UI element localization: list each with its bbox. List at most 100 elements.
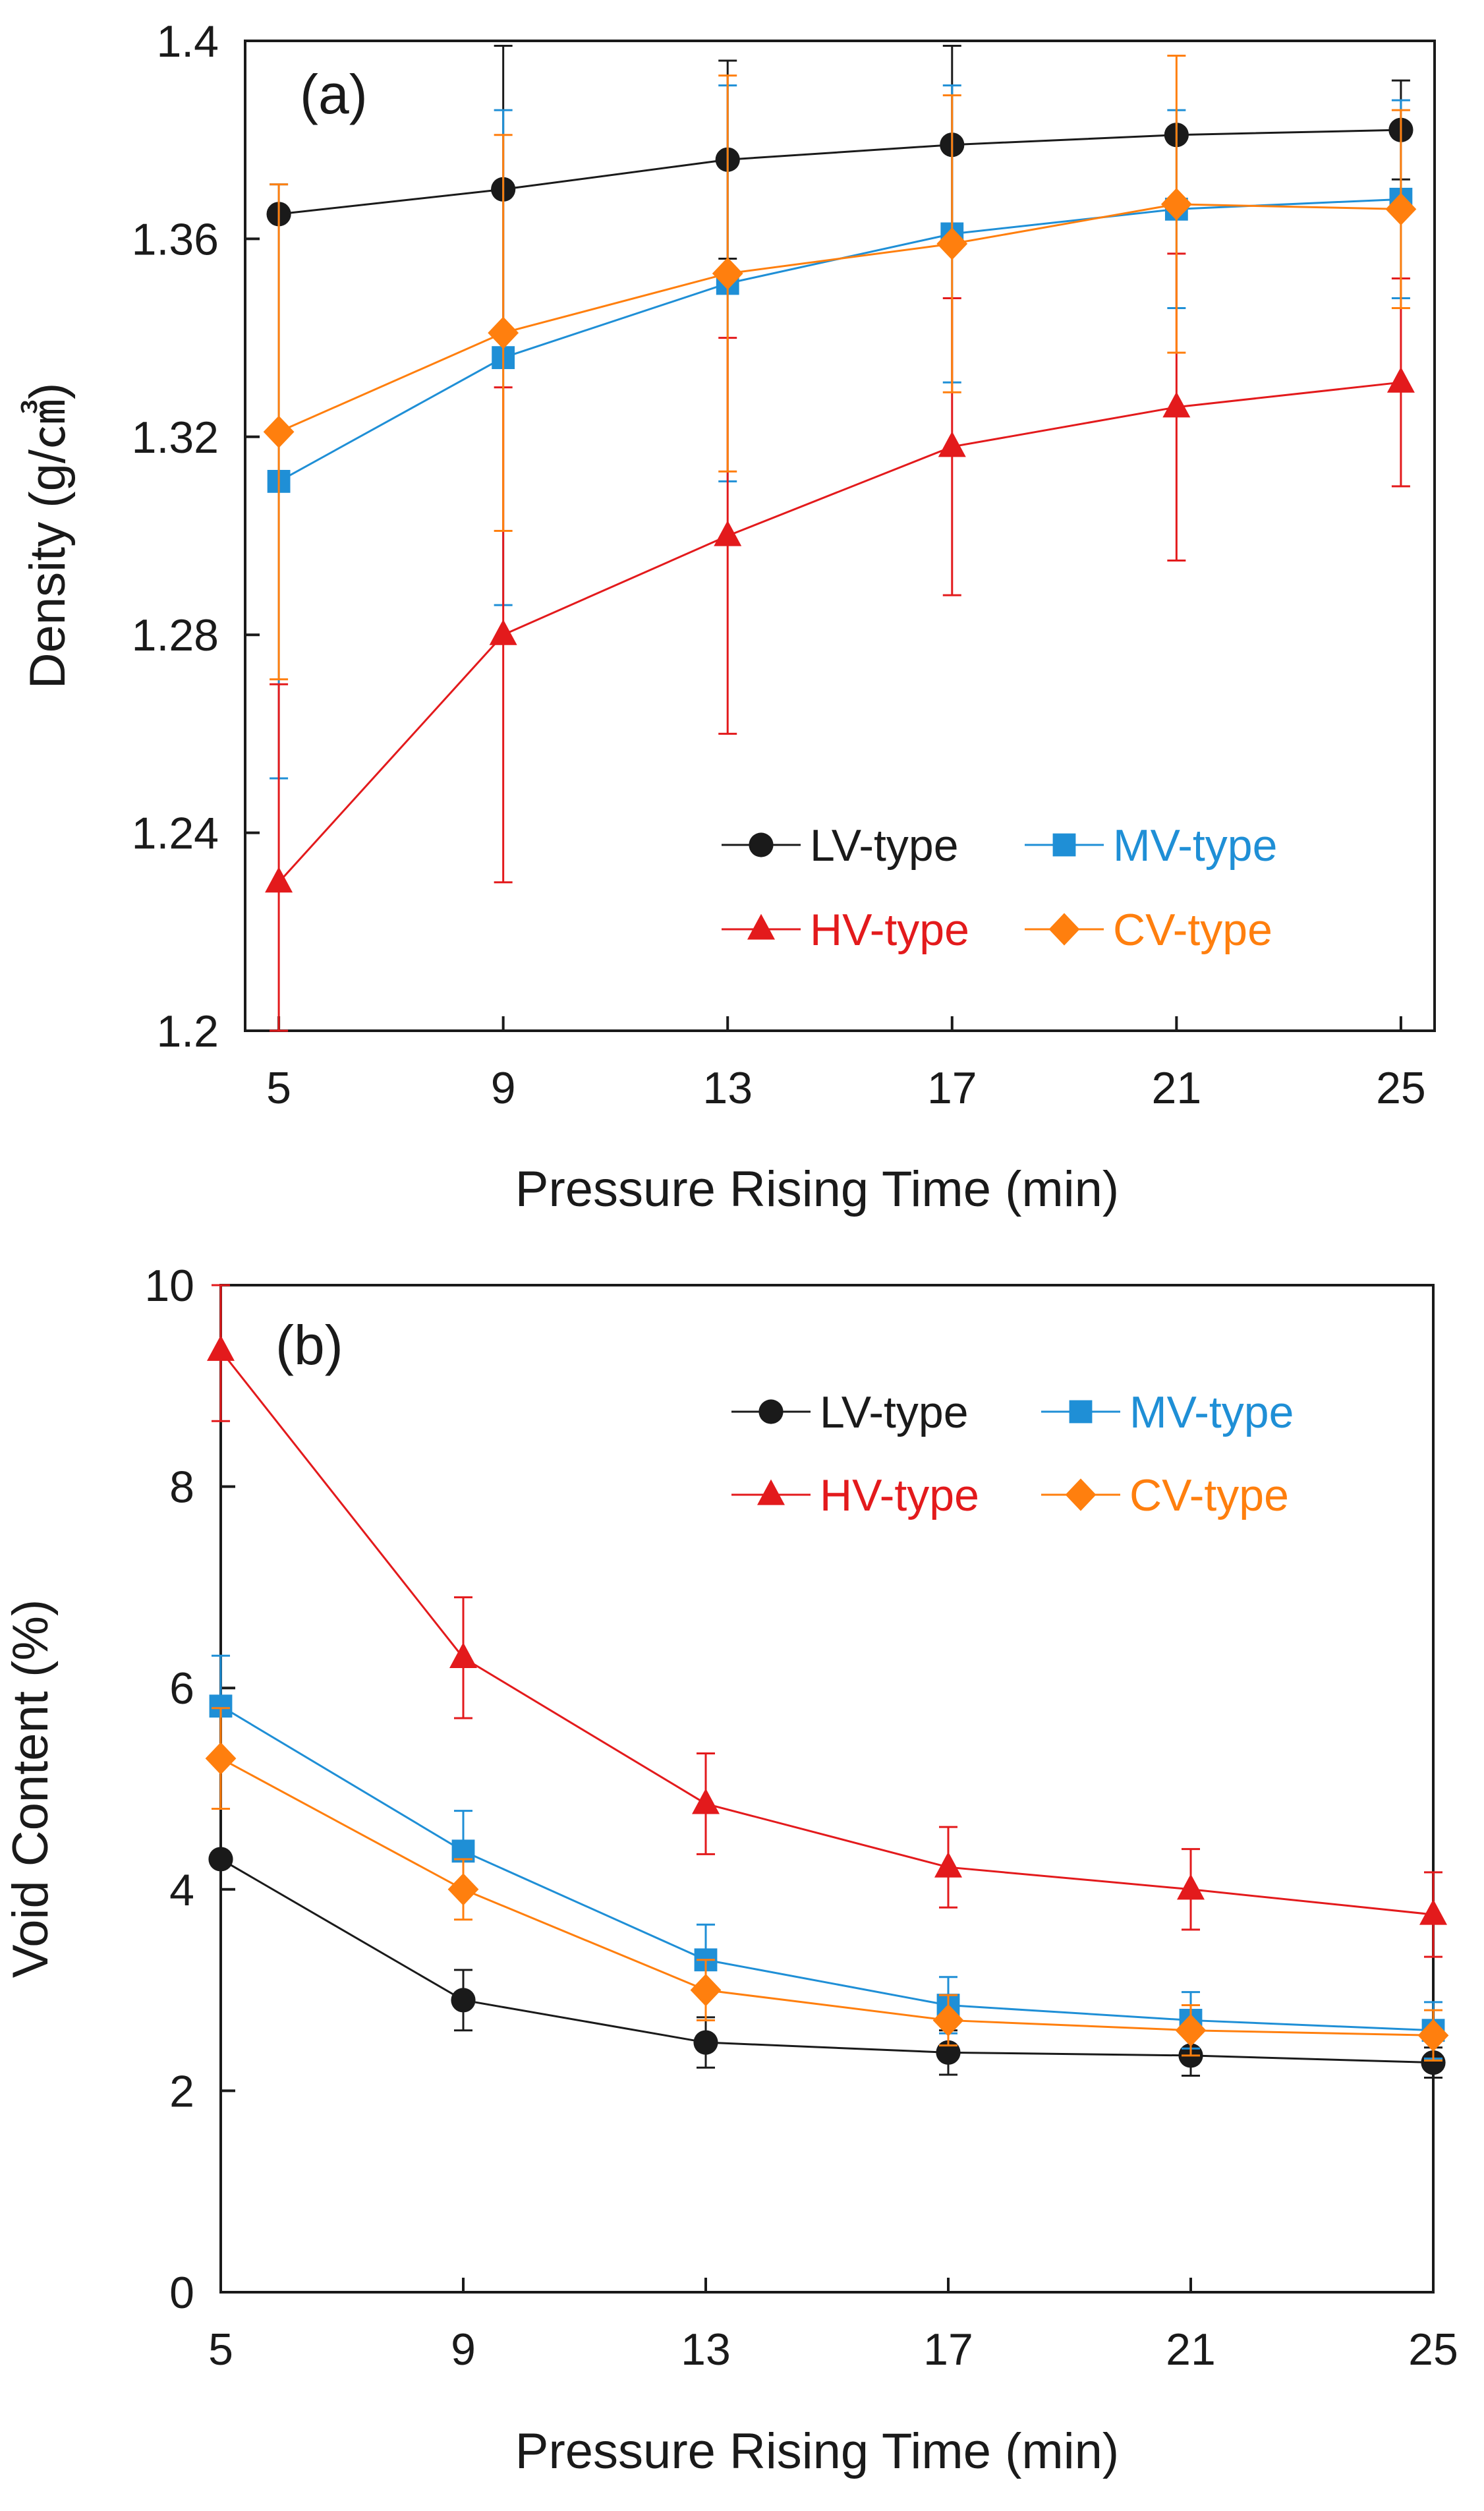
legend-label: MV-type — [1113, 821, 1277, 871]
x-tick-label: 25 — [1408, 2324, 1458, 2375]
y-tick-label: 0 — [169, 2268, 194, 2318]
series-cv-type — [205, 1707, 1449, 2062]
x-tick-label: 5 — [266, 1063, 291, 1113]
data-point — [451, 1988, 476, 2013]
data-point — [692, 1788, 720, 1814]
legend-marker — [757, 1479, 785, 1505]
legend-label: LV-type — [820, 1387, 969, 1437]
data-point — [934, 1851, 962, 1878]
x-axis-title: Pressure Rising Time (min) — [515, 2423, 1119, 2479]
data-point — [714, 520, 742, 546]
data-point — [1386, 366, 1415, 393]
data-point — [690, 1974, 722, 2007]
axis-tick-labels: 5 9 13 17 21 25 0 2 4 6 8 10 — [144, 1261, 1458, 2375]
legend-label: CV-type — [1129, 1470, 1289, 1520]
legend: LV-type MV-type HV-type CV-type — [731, 1387, 1294, 1520]
x-tick-label: 21 — [1166, 2324, 1216, 2375]
y-tick-label: 1.4 — [156, 16, 219, 67]
data-point — [488, 316, 519, 349]
legend-label: LV-type — [810, 821, 959, 871]
series-line — [278, 203, 1401, 433]
legend-marker — [749, 832, 774, 857]
data-point — [1385, 192, 1417, 225]
x-tick-label: 13 — [702, 1063, 753, 1113]
x-axis-title: Pressure Rising Time (min) — [515, 1161, 1119, 1217]
legend-item-mv-type: MV-type — [1041, 1387, 1294, 1437]
data-point — [1419, 1899, 1447, 1925]
series-line — [220, 1705, 1434, 2032]
series-mv-type — [267, 84, 1413, 780]
data-series — [205, 1284, 1449, 2079]
legend-item-lv-type: LV-type — [731, 1387, 969, 1437]
data-point — [208, 1847, 233, 1872]
x-tick-label: 25 — [1376, 1063, 1426, 1113]
x-tick-label: 5 — [208, 2324, 233, 2375]
data-point — [207, 1335, 235, 1361]
data-point — [1417, 2019, 1449, 2052]
legend: LV-type MV-type HV-type CV-type — [722, 821, 1277, 955]
series-line — [278, 129, 1401, 216]
x-tick-label: 17 — [927, 1063, 977, 1113]
legend-label: HV-type — [810, 905, 969, 955]
data-point — [449, 1642, 477, 1668]
x-tick-label: 17 — [923, 2324, 973, 2375]
legend-item-hv-type: HV-type — [731, 1470, 979, 1520]
legend-item-lv-type: LV-type — [722, 821, 959, 871]
legend-marker — [758, 1399, 784, 1424]
data-point — [263, 415, 295, 448]
y-axis-title: Void Content (%) — [3, 1600, 59, 1978]
y-axis-title: Density (g/㎤) — [20, 383, 76, 689]
y-tick-label: 4 — [169, 1865, 194, 1915]
legend-item-mv-type: MV-type — [1025, 821, 1277, 871]
data-point — [1175, 2014, 1207, 2047]
y-tick-label: 1.36 — [132, 214, 219, 264]
y-tick-label: 6 — [169, 1663, 194, 1714]
legend-marker — [1065, 1478, 1097, 1511]
data-point — [1421, 2050, 1446, 2075]
data-point — [693, 2030, 718, 2055]
data-series — [263, 45, 1417, 1032]
legend-marker — [1069, 1400, 1093, 1424]
legend-marker — [747, 913, 775, 940]
data-point — [205, 1742, 237, 1775]
density-chart: (a) Pressure Rising Time (min) Density (… — [20, 16, 1436, 1217]
x-tick-label: 9 — [451, 2324, 476, 2375]
legend-label: MV-type — [1129, 1387, 1294, 1437]
series-line — [277, 381, 1402, 883]
series-lv-type — [266, 45, 1413, 334]
legend-label: HV-type — [820, 1470, 979, 1520]
data-point — [1160, 188, 1192, 221]
legend-item-cv-type: CV-type — [1041, 1470, 1289, 1520]
x-tick-label: 21 — [1152, 1063, 1202, 1113]
axis-tick-labels: 5 9 13 17 21 25 1.2 1.24 1.28 1.32 1.36 1.4 — [132, 16, 1426, 1113]
data-point — [932, 2004, 964, 2037]
data-point — [936, 227, 968, 260]
series-line — [219, 1350, 1434, 1916]
legend-item-hv-type: HV-type — [722, 905, 969, 955]
data-point — [938, 431, 966, 457]
data-point — [712, 257, 743, 290]
y-tick-label: 1.2 — [156, 1006, 219, 1056]
legend-marker — [1048, 913, 1080, 946]
y-tick-label: 1.24 — [132, 809, 219, 859]
axis-ticks — [219, 1284, 1435, 2294]
plot-area-frame — [244, 40, 1436, 1032]
series-line — [278, 198, 1401, 482]
x-tick-label: 13 — [681, 2324, 731, 2375]
series-mv-type — [209, 1654, 1445, 2060]
panel-label: (a) — [300, 63, 368, 125]
data-point — [1162, 391, 1191, 418]
series-line — [220, 1858, 1434, 2064]
axis-ticks — [245, 40, 1402, 1032]
y-tick-label: 2 — [169, 2066, 194, 2116]
y-tick-label: 8 — [169, 1462, 194, 1513]
data-point — [447, 1873, 479, 1906]
legend-item-cv-type: CV-type — [1025, 905, 1272, 955]
y-tick-label: 1.28 — [132, 610, 219, 660]
series-cv-type — [263, 55, 1417, 681]
series-lv-type — [208, 1847, 1446, 2079]
y-tick-label: 1.32 — [132, 413, 219, 463]
series-line — [220, 1757, 1434, 2036]
data-point — [1177, 1874, 1205, 1900]
